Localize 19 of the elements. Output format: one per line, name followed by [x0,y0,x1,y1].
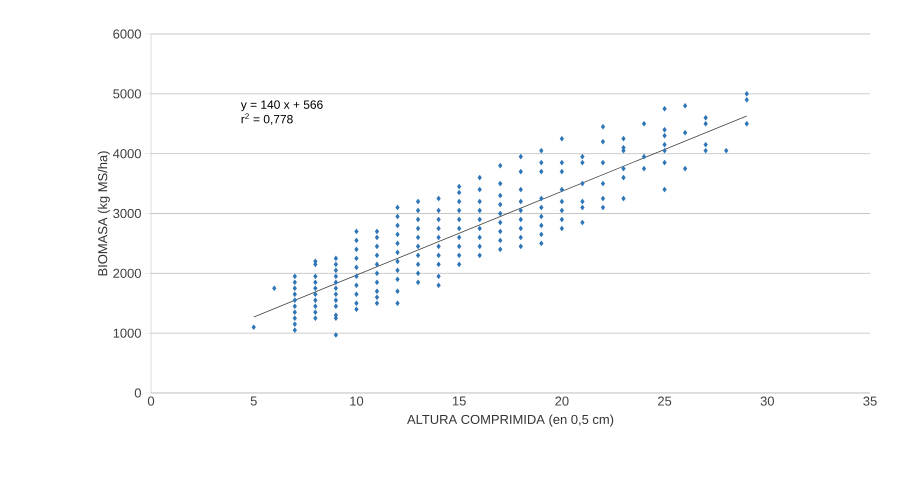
x-tick-label: 25 [658,396,672,406]
y-tick-label: 3000 [113,208,141,218]
x-tick-label: 15 [452,396,466,406]
annotation: r$^{2}$ = 0,778 [242,113,293,125]
x-tick-label: 30 [760,396,774,406]
x-tick-label: 35 [863,396,877,406]
x-axis-title: ALTURA COMPRIMIDA (en 0,5 cm) [407,414,614,427]
y-tick-label: 5000 [113,89,141,98]
y-tick-label: 2000 [113,268,141,278]
y-tick-label: 1000 [114,328,141,338]
x-tick-label: 5 [250,396,257,406]
x-tick-label: 10 [350,396,364,406]
y-tick-label: 6000 [113,29,141,39]
y-tick-label: 0 [134,388,141,398]
x-tick-label: 20 [555,396,569,406]
x-tick-label: 0 [148,396,154,406]
annotation: y = 140 x + 566 [240,100,323,112]
y-axis-title: BIOMASA (kg MS/ha) [98,151,110,276]
y-tick-label: 4000 [112,149,141,158]
